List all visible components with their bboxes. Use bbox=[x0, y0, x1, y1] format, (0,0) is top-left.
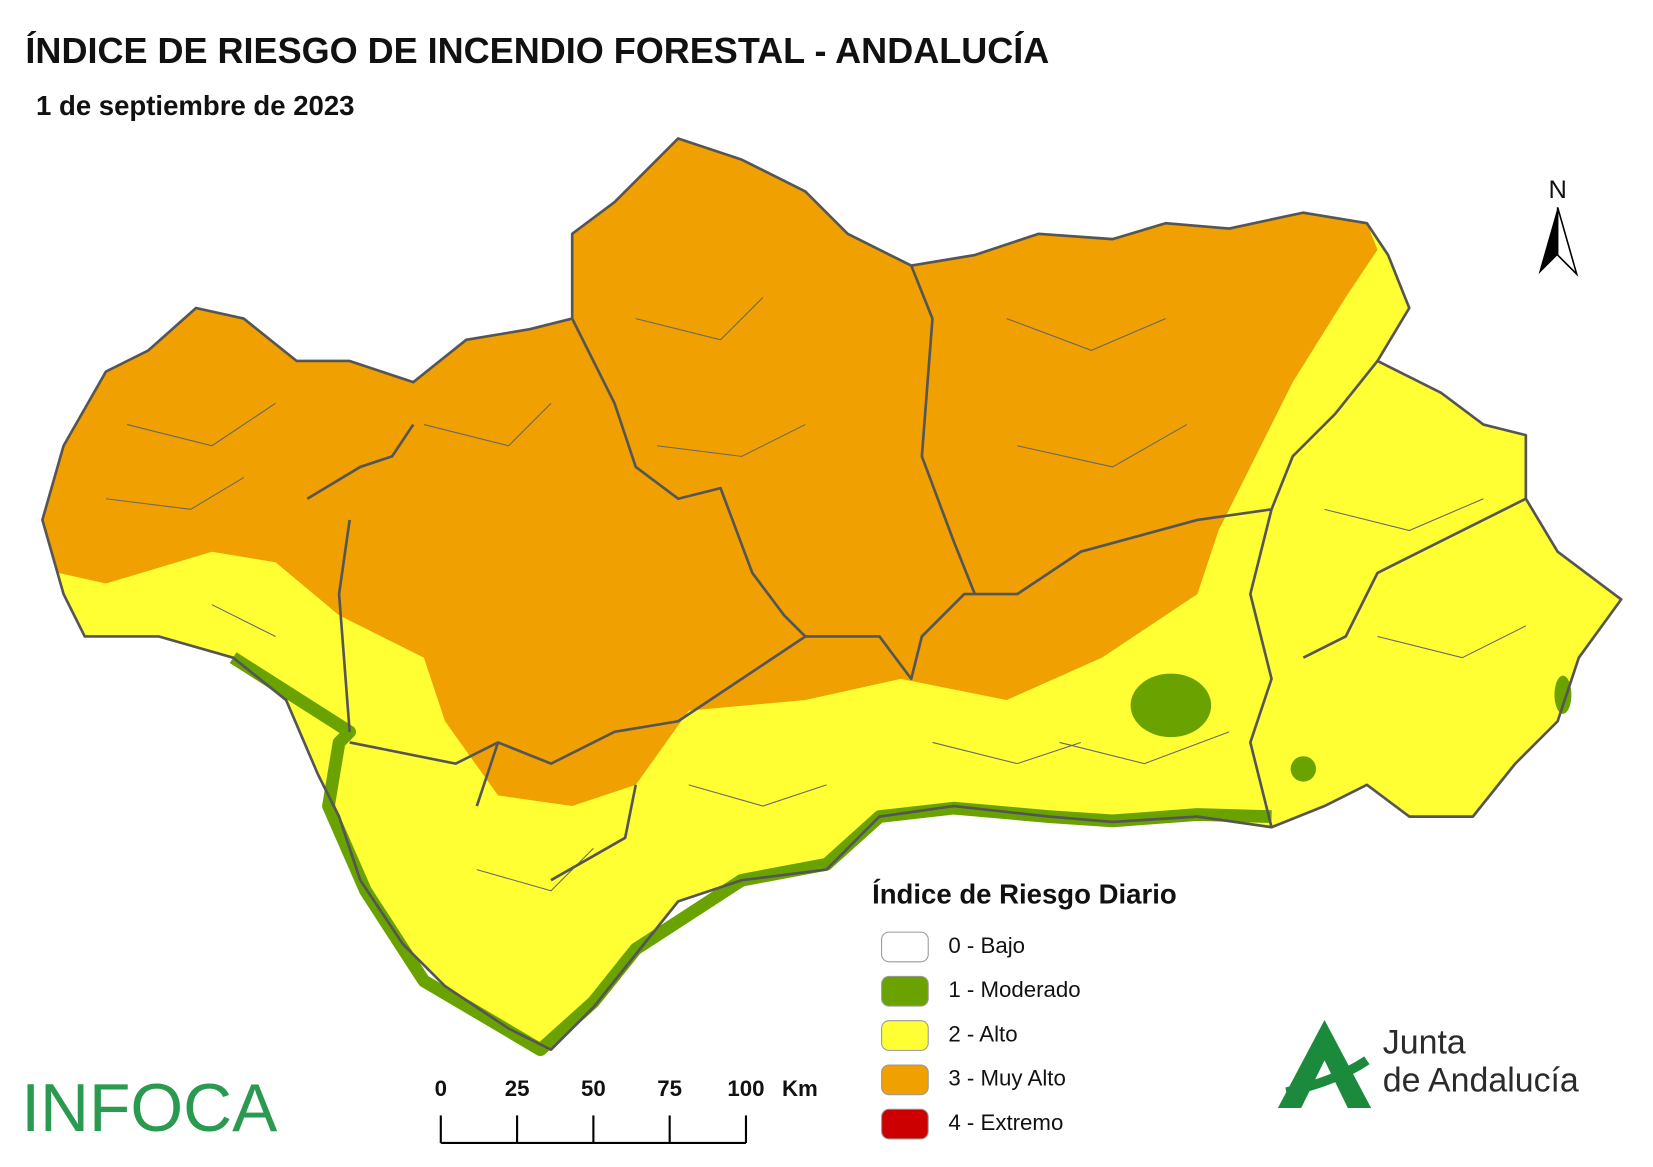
scale-unit: Km bbox=[782, 1076, 818, 1101]
scale-tick-label: 0 bbox=[435, 1076, 447, 1101]
legend-label: 3 - Muy Alto bbox=[948, 1066, 1065, 1091]
legend-label: 4 - Extremo bbox=[948, 1110, 1063, 1135]
legend-swatch bbox=[881, 1020, 929, 1051]
legend-swatch bbox=[881, 1064, 929, 1096]
junta-logo: Junta de Andalucía bbox=[1277, 1020, 1579, 1109]
legend-label: 1 - Moderado bbox=[948, 977, 1080, 1002]
legend: 0 - Bajo 1 - Moderado 2 - Alto 3 - Muy Alto… bbox=[881, 931, 1081, 1140]
junta-logo-text: de Andalucía bbox=[1383, 1062, 1579, 1100]
north-label: N bbox=[1548, 176, 1566, 204]
legend-swatch bbox=[881, 975, 929, 1007]
subtitle: 1 de septiembre de 2023 bbox=[36, 90, 354, 121]
legend-label: 2 - Alto bbox=[948, 1021, 1017, 1046]
infoca-logo: INFOCA bbox=[21, 1071, 278, 1146]
legend-title: Índice de Riesgo Diario bbox=[872, 878, 1177, 909]
north-arrow-left bbox=[1538, 207, 1558, 275]
junta-logo-text: Junta bbox=[1383, 1023, 1466, 1061]
legend-label: 0 - Bajo bbox=[948, 933, 1025, 958]
junta-logo-mark bbox=[1285, 1056, 1370, 1097]
scale-tick-label: 75 bbox=[657, 1076, 682, 1101]
north-arrow-right bbox=[1556, 207, 1579, 277]
title: ÍNDICE DE RIESGO DE INCENDIO FORESTAL - … bbox=[25, 30, 1049, 71]
moderado-area bbox=[1554, 675, 1572, 714]
region-outline bbox=[41, 137, 1623, 1052]
municipal-borders bbox=[105, 297, 1527, 892]
scale-tick-label: 100 bbox=[727, 1076, 764, 1101]
scale-bar: 0 25 50 75 100 Km bbox=[435, 1076, 818, 1145]
moderado-area bbox=[1130, 673, 1212, 738]
moderado-area bbox=[1290, 756, 1317, 782]
province-borders bbox=[306, 265, 1527, 882]
legend-swatch bbox=[881, 931, 929, 963]
region-map bbox=[41, 137, 1623, 1057]
scale-tick-label: 25 bbox=[505, 1076, 530, 1101]
legend-swatch bbox=[881, 1108, 929, 1140]
muy-alto-zone bbox=[42, 138, 1378, 807]
scale-tick-label: 50 bbox=[581, 1076, 606, 1101]
north-arrow: N bbox=[1538, 176, 1579, 277]
